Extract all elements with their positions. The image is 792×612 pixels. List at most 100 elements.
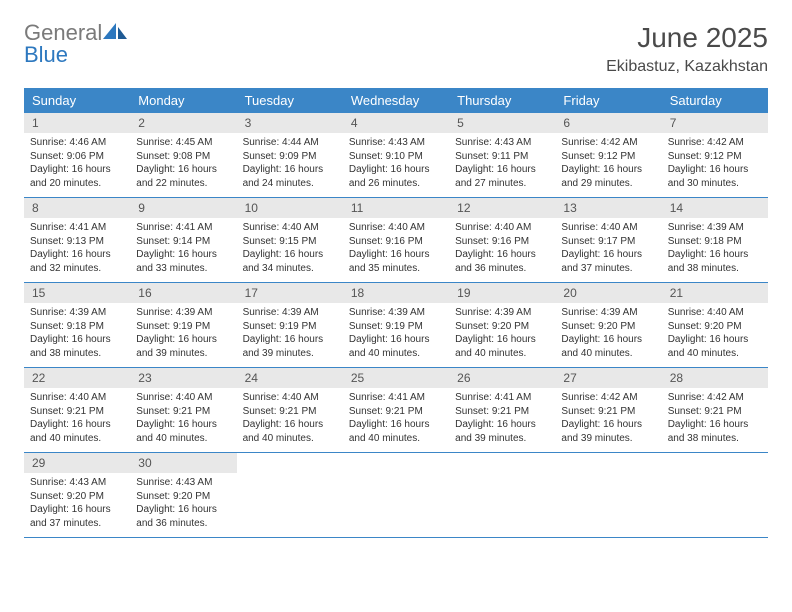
day-sr: Sunrise: 4:43 AM <box>136 476 230 490</box>
day-ss: Sunset: 9:21 PM <box>136 405 230 419</box>
day-cell <box>449 453 555 537</box>
day-cell: 12Sunrise: 4:40 AMSunset: 9:16 PMDayligh… <box>449 198 555 282</box>
day-cell: 1Sunrise: 4:46 AMSunset: 9:06 PMDaylight… <box>24 113 130 197</box>
day-dl2: and 32 minutes. <box>30 262 124 276</box>
week-row: 22Sunrise: 4:40 AMSunset: 9:21 PMDayligh… <box>24 368 768 453</box>
weekday-header: Monday <box>130 88 236 113</box>
day-dl2: and 37 minutes. <box>30 517 124 531</box>
day-dl2: and 37 minutes. <box>561 262 655 276</box>
day-cell: 8Sunrise: 4:41 AMSunset: 9:13 PMDaylight… <box>24 198 130 282</box>
day-cell <box>343 453 449 537</box>
day-number: 28 <box>662 368 768 388</box>
day-body: Sunrise: 4:45 AMSunset: 9:08 PMDaylight:… <box>130 133 236 196</box>
day-dl1: Daylight: 16 hours <box>136 333 230 347</box>
day-ss: Sunset: 9:21 PM <box>30 405 124 419</box>
day-dl1: Daylight: 16 hours <box>561 418 655 432</box>
day-sr: Sunrise: 4:40 AM <box>243 221 337 235</box>
day-ss: Sunset: 9:20 PM <box>30 490 124 504</box>
day-body: Sunrise: 4:42 AMSunset: 9:12 PMDaylight:… <box>662 133 768 196</box>
day-number: 4 <box>343 113 449 133</box>
day-ss: Sunset: 9:09 PM <box>243 150 337 164</box>
day-body: Sunrise: 4:42 AMSunset: 9:21 PMDaylight:… <box>555 388 661 451</box>
day-sr: Sunrise: 4:43 AM <box>349 136 443 150</box>
day-ss: Sunset: 9:20 PM <box>668 320 762 334</box>
day-dl1: Daylight: 16 hours <box>30 503 124 517</box>
weekday-header: Saturday <box>662 88 768 113</box>
day-body: Sunrise: 4:40 AMSunset: 9:20 PMDaylight:… <box>662 303 768 366</box>
day-body: Sunrise: 4:39 AMSunset: 9:19 PMDaylight:… <box>343 303 449 366</box>
day-dl1: Daylight: 16 hours <box>561 163 655 177</box>
day-body: Sunrise: 4:41 AMSunset: 9:21 PMDaylight:… <box>449 388 555 451</box>
day-number: 30 <box>130 453 236 473</box>
day-dl2: and 40 minutes. <box>561 347 655 361</box>
day-dl2: and 40 minutes. <box>668 347 762 361</box>
day-dl2: and 39 minutes. <box>455 432 549 446</box>
logo: General Blue <box>24 22 128 66</box>
day-cell: 26Sunrise: 4:41 AMSunset: 9:21 PMDayligh… <box>449 368 555 452</box>
day-sr: Sunrise: 4:42 AM <box>668 136 762 150</box>
day-number: 16 <box>130 283 236 303</box>
day-dl1: Daylight: 16 hours <box>668 163 762 177</box>
day-cell <box>662 453 768 537</box>
day-dl2: and 40 minutes. <box>243 432 337 446</box>
day-cell: 29Sunrise: 4:43 AMSunset: 9:20 PMDayligh… <box>24 453 130 537</box>
day-number: 22 <box>24 368 130 388</box>
weeks-container: 1Sunrise: 4:46 AMSunset: 9:06 PMDaylight… <box>24 113 768 538</box>
calendar: Sunday Monday Tuesday Wednesday Thursday… <box>24 88 768 538</box>
day-sr: Sunrise: 4:46 AM <box>30 136 124 150</box>
day-cell: 22Sunrise: 4:40 AMSunset: 9:21 PMDayligh… <box>24 368 130 452</box>
day-cell: 14Sunrise: 4:39 AMSunset: 9:18 PMDayligh… <box>662 198 768 282</box>
day-dl1: Daylight: 16 hours <box>136 418 230 432</box>
day-dl1: Daylight: 16 hours <box>455 163 549 177</box>
day-ss: Sunset: 9:19 PM <box>136 320 230 334</box>
logo-line2: Blue <box>24 42 68 67</box>
day-sr: Sunrise: 4:40 AM <box>349 221 443 235</box>
day-ss: Sunset: 9:16 PM <box>349 235 443 249</box>
day-dl2: and 36 minutes. <box>136 517 230 531</box>
day-cell: 27Sunrise: 4:42 AMSunset: 9:21 PMDayligh… <box>555 368 661 452</box>
day-cell: 10Sunrise: 4:40 AMSunset: 9:15 PMDayligh… <box>237 198 343 282</box>
day-ss: Sunset: 9:20 PM <box>455 320 549 334</box>
day-dl1: Daylight: 16 hours <box>349 333 443 347</box>
day-body: Sunrise: 4:43 AMSunset: 9:20 PMDaylight:… <box>130 473 236 536</box>
day-ss: Sunset: 9:21 PM <box>561 405 655 419</box>
day-dl2: and 33 minutes. <box>136 262 230 276</box>
month-title: June 2025 <box>606 22 768 54</box>
day-cell: 19Sunrise: 4:39 AMSunset: 9:20 PMDayligh… <box>449 283 555 367</box>
day-body: Sunrise: 4:42 AMSunset: 9:21 PMDaylight:… <box>662 388 768 451</box>
day-number: 23 <box>130 368 236 388</box>
day-dl2: and 20 minutes. <box>30 177 124 191</box>
day-number: 9 <box>130 198 236 218</box>
day-body: Sunrise: 4:40 AMSunset: 9:21 PMDaylight:… <box>130 388 236 451</box>
day-dl2: and 38 minutes. <box>668 262 762 276</box>
location: Ekibastuz, Kazakhstan <box>606 58 768 76</box>
day-ss: Sunset: 9:10 PM <box>349 150 443 164</box>
day-ss: Sunset: 9:18 PM <box>668 235 762 249</box>
day-body: Sunrise: 4:39 AMSunset: 9:18 PMDaylight:… <box>662 218 768 281</box>
day-dl1: Daylight: 16 hours <box>136 163 230 177</box>
day-ss: Sunset: 9:21 PM <box>455 405 549 419</box>
day-body: Sunrise: 4:39 AMSunset: 9:18 PMDaylight:… <box>24 303 130 366</box>
day-number: 24 <box>237 368 343 388</box>
day-ss: Sunset: 9:12 PM <box>668 150 762 164</box>
day-sr: Sunrise: 4:39 AM <box>136 306 230 320</box>
day-sr: Sunrise: 4:39 AM <box>30 306 124 320</box>
day-dl1: Daylight: 16 hours <box>561 248 655 262</box>
day-dl1: Daylight: 16 hours <box>668 248 762 262</box>
day-number: 26 <box>449 368 555 388</box>
day-number: 7 <box>662 113 768 133</box>
day-number: 1 <box>24 113 130 133</box>
day-body: Sunrise: 4:40 AMSunset: 9:21 PMDaylight:… <box>24 388 130 451</box>
day-number: 5 <box>449 113 555 133</box>
day-cell: 25Sunrise: 4:41 AMSunset: 9:21 PMDayligh… <box>343 368 449 452</box>
day-sr: Sunrise: 4:44 AM <box>243 136 337 150</box>
day-cell: 7Sunrise: 4:42 AMSunset: 9:12 PMDaylight… <box>662 113 768 197</box>
day-cell: 3Sunrise: 4:44 AMSunset: 9:09 PMDaylight… <box>237 113 343 197</box>
day-number: 25 <box>343 368 449 388</box>
day-cell <box>555 453 661 537</box>
day-ss: Sunset: 9:19 PM <box>243 320 337 334</box>
day-body: Sunrise: 4:43 AMSunset: 9:11 PMDaylight:… <box>449 133 555 196</box>
week-row: 8Sunrise: 4:41 AMSunset: 9:13 PMDaylight… <box>24 198 768 283</box>
day-number: 6 <box>555 113 661 133</box>
day-dl1: Daylight: 16 hours <box>668 333 762 347</box>
